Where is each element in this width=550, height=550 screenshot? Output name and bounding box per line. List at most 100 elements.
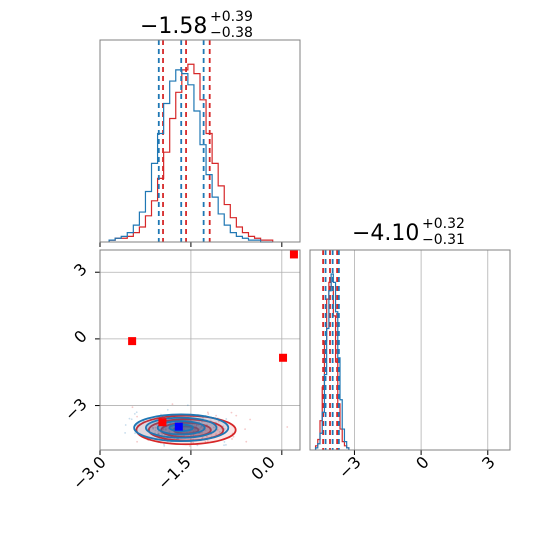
joint-sample-point bbox=[163, 444, 166, 447]
joint-xtick-label: 0.0 bbox=[247, 452, 278, 483]
joint-sample-point bbox=[162, 428, 165, 431]
param1-title-sub: −0.38 bbox=[210, 25, 253, 41]
joint-sample-point bbox=[249, 418, 251, 421]
param1-title-main: −1.58 bbox=[140, 14, 207, 39]
joint-sample-point bbox=[192, 430, 195, 433]
joint-ytick-label: −3 bbox=[61, 394, 91, 424]
joint-sample-point bbox=[136, 415, 138, 418]
joint-sample-point bbox=[133, 412, 136, 415]
joint-marker-red bbox=[279, 353, 288, 362]
joint-sample-point bbox=[161, 433, 164, 436]
joint-sample-point bbox=[134, 432, 136, 435]
joint-sample-point bbox=[192, 434, 195, 437]
joint-sample-point bbox=[124, 432, 127, 434]
joint-sample-point bbox=[152, 428, 155, 430]
joint-sample-point bbox=[152, 426, 155, 429]
param2-title-main: −4.10 bbox=[352, 221, 419, 246]
joint-sample-point bbox=[207, 413, 210, 415]
joint-sample-point bbox=[128, 417, 131, 420]
joint-xtick-label: −3.0 bbox=[69, 452, 110, 493]
param1-title-sup: +0.39 bbox=[210, 9, 253, 25]
param2-frame bbox=[309, 249, 511, 451]
joint-sample-point bbox=[154, 429, 157, 432]
joint-sample-point bbox=[131, 406, 134, 409]
joint-xtick-label: −1.5 bbox=[154, 452, 195, 493]
joint-ytick-label: 0 bbox=[70, 326, 91, 347]
joint-sample-point bbox=[217, 420, 220, 423]
joint-sample-point bbox=[183, 428, 186, 431]
joint-sample-point bbox=[215, 414, 218, 417]
joint-sample-point bbox=[163, 443, 165, 446]
joint-sample-point bbox=[212, 426, 215, 429]
joint-sample-point bbox=[244, 428, 246, 431]
joint-sample-point bbox=[201, 431, 204, 434]
joint-sample-point bbox=[151, 426, 154, 429]
joint-sample-point bbox=[206, 440, 209, 442]
joint-sample-point bbox=[286, 426, 289, 428]
joint-sample-point bbox=[225, 418, 228, 420]
joint-sample-point bbox=[171, 403, 174, 406]
joint-sample-point bbox=[157, 430, 160, 433]
joint-sample-point bbox=[164, 427, 167, 430]
marginal-histogram-param2 bbox=[309, 249, 511, 455]
joint-sample-point bbox=[230, 411, 233, 414]
joint-sample-point bbox=[135, 411, 138, 414]
joint-sample-point bbox=[195, 424, 198, 427]
param1-frame bbox=[99, 39, 301, 243]
joint-sample-point bbox=[196, 444, 199, 447]
joint-sample-point bbox=[206, 411, 209, 414]
joint-sample-point bbox=[223, 427, 226, 430]
param2-xtick-label: −3 bbox=[335, 452, 365, 482]
joint-marker-red bbox=[128, 337, 137, 346]
joint-sample-point bbox=[168, 430, 171, 433]
joint-sample-point bbox=[245, 440, 248, 443]
joint-sample-point bbox=[232, 435, 235, 438]
joint-sample-point bbox=[202, 417, 204, 419]
joint-sample-point bbox=[157, 432, 160, 435]
joint-sample-point bbox=[200, 425, 203, 428]
joint-sample-point bbox=[215, 433, 217, 436]
joint-frame bbox=[99, 249, 301, 451]
joint-sample-point bbox=[223, 444, 225, 447]
joint-sample-point bbox=[193, 428, 196, 430]
marginal-histogram-param1 bbox=[99, 39, 301, 247]
joint-sample-point bbox=[193, 424, 196, 426]
joint-sample-point bbox=[204, 429, 207, 432]
joint-sample-point bbox=[194, 429, 197, 432]
joint-sample-point bbox=[218, 430, 221, 433]
joint-sample-point bbox=[188, 445, 191, 447]
joint-scatter-panel bbox=[95, 249, 301, 455]
joint-sample-point bbox=[157, 432, 160, 435]
joint-sample-point bbox=[223, 441, 226, 443]
param1-series-red bbox=[108, 63, 274, 242]
joint-sample-point bbox=[165, 428, 167, 431]
param2-series-blue bbox=[314, 273, 350, 450]
param2-xtick-label: 3 bbox=[478, 452, 499, 473]
joint-sample-point bbox=[130, 418, 133, 421]
joint-sample-point bbox=[170, 426, 173, 429]
joint-sample-point bbox=[166, 408, 169, 411]
joint-sample-point bbox=[199, 426, 202, 429]
joint-marker-blue bbox=[174, 422, 183, 431]
joint-sample-point bbox=[160, 432, 163, 435]
joint-sample-point bbox=[157, 433, 160, 435]
joint-ytick-label: 3 bbox=[70, 259, 91, 280]
param2-title-sup: +0.32 bbox=[422, 216, 465, 232]
joint-sample-point bbox=[182, 428, 185, 430]
joint-sample-point bbox=[225, 444, 227, 446]
joint-sample-point bbox=[231, 438, 233, 440]
joint-sample-point bbox=[154, 426, 157, 429]
param1-series-blue bbox=[108, 69, 273, 243]
joint-sample-point bbox=[195, 424, 198, 427]
joint-sample-point bbox=[205, 435, 208, 438]
joint-sample-point bbox=[124, 424, 127, 426]
joint-marker-red bbox=[289, 250, 298, 259]
joint-sample-point bbox=[164, 428, 167, 431]
joint-marker-red bbox=[158, 418, 167, 427]
joint-sample-point bbox=[235, 414, 238, 417]
joint-sample-point bbox=[136, 440, 138, 443]
joint-sample-point bbox=[183, 428, 186, 431]
joint-sample-point bbox=[216, 428, 219, 431]
param2-title-sub: −0.31 bbox=[422, 232, 465, 248]
